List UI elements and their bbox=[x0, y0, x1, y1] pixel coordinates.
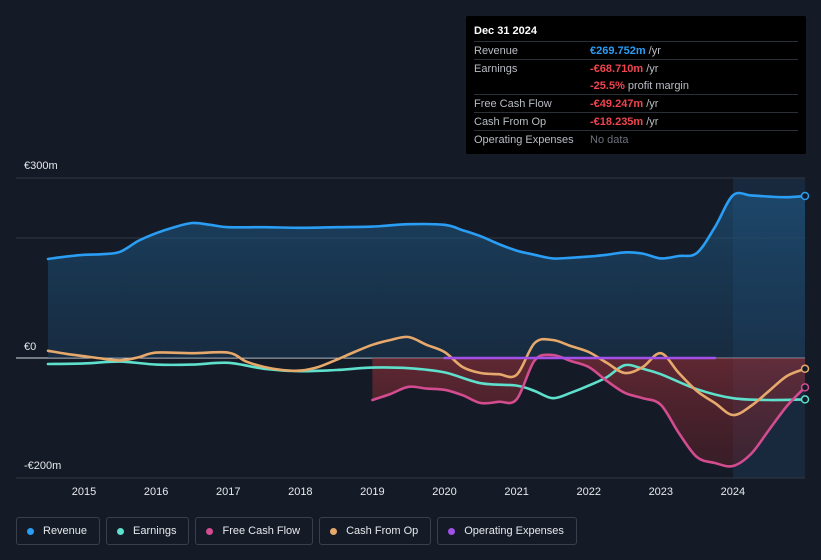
cash-from-op-line bbox=[46, 335, 807, 417]
tooltip-unit: /yr bbox=[648, 44, 661, 57]
x-tick-label: 2019 bbox=[360, 486, 384, 498]
data-tooltip: Dec 31 2024 Revenue €269.752m /yr Earnin… bbox=[466, 16, 806, 154]
tooltip-value: €269.752m bbox=[590, 44, 646, 57]
x-tick-label: 2022 bbox=[576, 486, 600, 498]
tooltip-label: Cash From Op bbox=[474, 115, 547, 128]
tooltip-value: -25.5% bbox=[590, 79, 625, 92]
revenue-endpoint bbox=[800, 191, 810, 201]
x-tick-label: 2017 bbox=[216, 486, 240, 498]
x-tick-label: 2024 bbox=[721, 486, 745, 498]
legend-item-cash-from-op[interactable]: Cash From Op bbox=[319, 517, 432, 545]
x-tick-label: 2016 bbox=[144, 486, 168, 498]
tooltip-unit: /yr bbox=[646, 62, 659, 75]
tooltip-unit: profit margin bbox=[627, 79, 689, 92]
y-axis-label-zero: €0 bbox=[24, 341, 37, 353]
legend-label: Free Cash Flow bbox=[222, 525, 301, 537]
legend-item-earnings[interactable]: Earnings bbox=[106, 517, 190, 545]
legend-dot-icon bbox=[117, 527, 125, 535]
x-tick-label: 2021 bbox=[504, 486, 528, 498]
tooltip-unit: /yr bbox=[646, 97, 659, 110]
cash-from-op-endpoint bbox=[800, 364, 810, 374]
legend-dot-icon bbox=[206, 527, 214, 535]
legend-dot-icon bbox=[330, 527, 338, 535]
free-cash-flow-line bbox=[371, 353, 807, 468]
tooltip-value: No data bbox=[590, 133, 629, 146]
tooltip-label: Operating Expenses bbox=[474, 133, 574, 146]
tooltip-row-earnings: Earnings -€68.710m /yr bbox=[474, 59, 798, 77]
y-axis-label-bottom: -€200m bbox=[24, 460, 62, 472]
revenue-area bbox=[48, 192, 805, 358]
legend-dot-icon bbox=[27, 527, 34, 535]
tooltip-row-profit-margin: -25.5% profit margin bbox=[474, 77, 798, 94]
free-cash-flow-endpoint bbox=[800, 383, 810, 392]
earnings-line bbox=[46, 360, 807, 402]
tooltip-row-revenue: Revenue €269.752m /yr bbox=[474, 41, 798, 59]
legend-item-free-cash-flow[interactable]: Free Cash Flow bbox=[195, 517, 314, 545]
earnings-endpoint bbox=[800, 395, 810, 404]
x-tick-label: 2023 bbox=[649, 486, 673, 498]
chart-legend: Revenue Earnings Free Cash Flow Cash Fro… bbox=[16, 517, 577, 545]
tooltip-unit: /yr bbox=[646, 115, 659, 128]
tooltip-label: Revenue bbox=[474, 44, 519, 57]
tooltip-value: -€49.247m bbox=[590, 97, 644, 110]
tooltip-value: -€18.235m bbox=[590, 115, 644, 128]
tooltip-label: Free Cash Flow bbox=[474, 97, 552, 110]
tooltip-row-free-cash-flow: Free Cash Flow -€49.247m /yr bbox=[474, 94, 798, 112]
revenue-line bbox=[46, 191, 807, 261]
y-axis-label-top: €300m bbox=[24, 160, 58, 172]
legend-label: Operating Expenses bbox=[464, 525, 564, 537]
legend-item-operating-expenses[interactable]: Operating Expenses bbox=[437, 517, 577, 545]
tooltip-value: -€68.710m bbox=[590, 62, 644, 75]
legend-label: Earnings bbox=[133, 525, 177, 537]
x-tick-label: 2018 bbox=[288, 486, 312, 498]
x-tick-label: 2020 bbox=[432, 486, 456, 498]
tooltip-label: Earnings bbox=[474, 62, 518, 75]
legend-dot-icon bbox=[448, 527, 456, 535]
x-tick-label: 2015 bbox=[72, 486, 96, 498]
legend-label: Cash From Op bbox=[346, 525, 419, 537]
tooltip-row-operating-expenses: Operating Expenses No data bbox=[474, 130, 798, 148]
legend-label: Revenue bbox=[43, 525, 88, 537]
tooltip-row-cash-from-op: Cash From Op -€18.235m /yr bbox=[474, 112, 798, 130]
legend-item-revenue[interactable]: Revenue bbox=[16, 517, 101, 545]
tooltip-date: Dec 31 2024 bbox=[474, 25, 537, 37]
